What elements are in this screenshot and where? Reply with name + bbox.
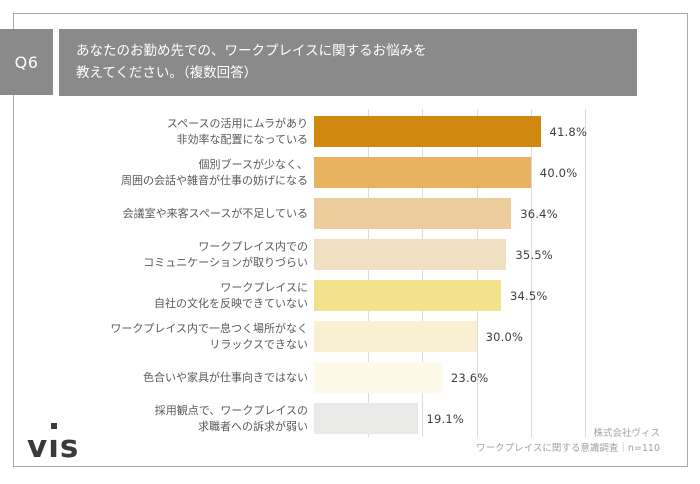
value-label: 34.5% bbox=[509, 288, 548, 303]
category-label: スペースの活用にムラがあり非効率な配置になっている bbox=[60, 116, 308, 147]
bar bbox=[314, 403, 418, 434]
bar bbox=[314, 321, 477, 352]
bar bbox=[314, 280, 501, 311]
category-label-line: ワークプレイス内での bbox=[198, 239, 308, 253]
chart-row: 会議室や来客スペースが不足している 36.4% bbox=[0, 198, 700, 229]
gridline-20pct bbox=[422, 109, 424, 437]
value-label: 23.6% bbox=[450, 370, 489, 385]
category-label: ワークプレイス内で一息つく場所がなくリラックスできない bbox=[60, 321, 308, 352]
category-label-line: 個別ブースが少なく、 bbox=[198, 157, 308, 171]
category-label: ワークプレイス内でのコミュニケーションが取りづらい bbox=[60, 239, 308, 270]
category-label-line: 非効率な配置になっている bbox=[176, 132, 308, 146]
source-company: 株式会社ヴィス bbox=[593, 428, 660, 439]
value-label: 36.4% bbox=[520, 206, 558, 221]
bar bbox=[314, 116, 541, 147]
category-label-line: コミュニケーションが取りづらい bbox=[143, 255, 308, 269]
source-survey: ワークプレイスに関する意識調査｜n=110 bbox=[476, 442, 660, 454]
category-label: 個別ブースが少なく、周囲の会話や雑音が仕事の妨げになる bbox=[60, 157, 308, 188]
category-label: 会議室や来客スペースが不足している bbox=[60, 198, 308, 229]
chart-row: スペースの活用にムラがあり非効率な配置になっている 41.8% bbox=[0, 116, 700, 147]
question-title-line2: 教えてください。（複数回答） bbox=[76, 64, 258, 81]
category-label-line: スペースの活用にムラがあり bbox=[166, 116, 308, 130]
question-title-line1: あなたのお勤め先での、ワークプレイスに関するお悩みを bbox=[76, 43, 427, 59]
category-label-line: 自社の文化を反映できていない bbox=[154, 296, 308, 310]
question-number: Q6 bbox=[14, 52, 39, 72]
category-label-line: リラックスできない bbox=[209, 337, 308, 351]
bar bbox=[314, 198, 512, 229]
value-label: 30.0% bbox=[485, 329, 524, 344]
logo-letter-s: s bbox=[59, 429, 80, 465]
source-note: 株式会社ヴィス ワークプレイスに関する意識調査｜n=110 bbox=[476, 427, 660, 456]
chart-row: ワークプレイスに自社の文化を反映できていない 34.5% bbox=[0, 280, 700, 311]
gridline-40pct bbox=[530, 109, 532, 437]
question-title-box: あなたのお勤め先での、ワークプレイスに関するお悩みを 教えてください。（複数回答… bbox=[59, 29, 637, 96]
category-label: 色合いや家具が仕事向きではない bbox=[60, 362, 308, 393]
category-label-line: 会議室や来客スペースが不足している bbox=[122, 206, 308, 220]
gridline-50pct bbox=[585, 109, 586, 437]
chart-row: ワークプレイス内で一息つく場所がなくリラックスできない 30.0% bbox=[0, 321, 700, 352]
category-label-line: ワークプレイスに bbox=[220, 280, 308, 294]
logo-letter-v: v bbox=[27, 429, 49, 465]
category-label-line: 周囲の会話や雑音が仕事の妨げになる bbox=[121, 173, 308, 187]
category-label: 採用観点で、ワークプレイスの求職者への訴求が弱い bbox=[60, 403, 308, 434]
chart-row: 個別ブースが少なく、周囲の会話や雑音が仕事の妨げになる 40.0% bbox=[0, 157, 700, 188]
bar bbox=[314, 362, 442, 393]
value-label: 35.5% bbox=[515, 247, 553, 262]
bar bbox=[314, 157, 531, 188]
gridline-10pct bbox=[368, 109, 370, 437]
value-label: 19.1% bbox=[426, 411, 465, 426]
chart-row: ワークプレイス内でのコミュニケーションが取りづらい 35.5% bbox=[0, 239, 700, 270]
gridline-30pct bbox=[476, 109, 478, 437]
value-label: 41.8% bbox=[549, 124, 588, 139]
category-label-line: ワークプレイス内で一息つく場所がなく bbox=[110, 321, 308, 335]
logo-i-square-dot bbox=[51, 423, 58, 429]
category-label: ワークプレイスに自社の文化を反映できていない bbox=[60, 280, 308, 311]
value-label: 40.0% bbox=[539, 165, 578, 180]
bar bbox=[314, 239, 507, 270]
category-label-line: 求職者への訴求が弱い bbox=[198, 419, 308, 433]
category-label-line: 採用観点で、ワークプレイスの bbox=[154, 403, 308, 417]
chart-row: 色合いや家具が仕事向きではない 23.6% bbox=[0, 362, 700, 393]
question-number-badge: Q6 bbox=[0, 29, 53, 95]
chart-row: 採用観点で、ワークプレイスの求職者への訴求が弱い 19.1% bbox=[0, 403, 700, 434]
category-label-line: 色合いや家具が仕事向きではない bbox=[143, 370, 308, 384]
logo-letter-i: ı bbox=[48, 423, 60, 463]
